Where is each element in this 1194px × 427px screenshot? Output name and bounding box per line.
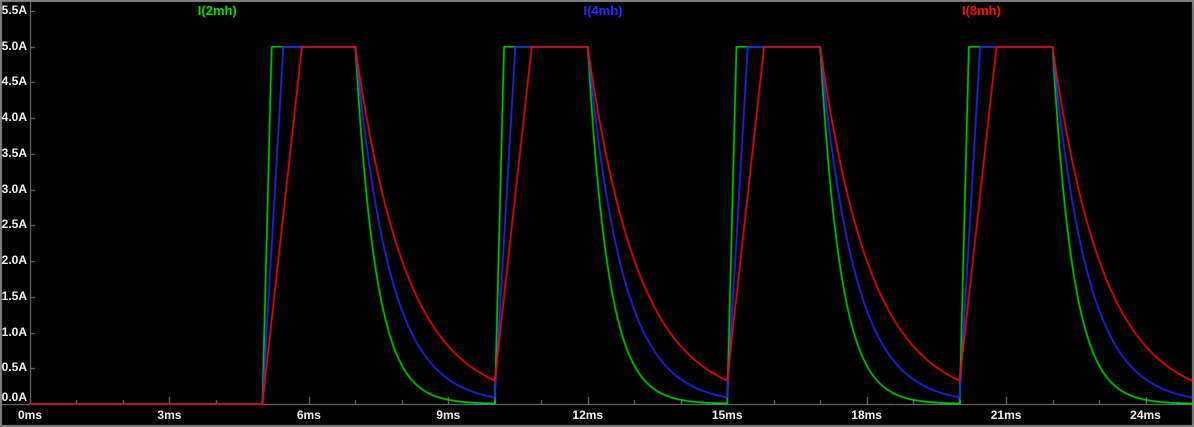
legend-item-i-4mh[interactable]: I(4mh) [583, 3, 623, 18]
legend-item-i-2mh[interactable]: I(2mh) [197, 3, 237, 18]
y-tick-label: 4.5A [1, 74, 27, 89]
legend-item-i-8mh[interactable]: I(8mh) [961, 3, 1001, 18]
x-tick-label: 21ms [990, 408, 1022, 422]
y-tick-label: 4.0A [1, 110, 27, 125]
y-tick-label: 1.5A [1, 288, 27, 303]
y-tick-label: 2.5A [1, 217, 27, 232]
x-tick-label: 3ms [157, 408, 182, 422]
x-tick-label: 24ms [1130, 408, 1161, 422]
x-tick-label: 9ms [436, 408, 461, 422]
y-tick-label: 0.0A [1, 390, 27, 404]
y-tick-label: 5.5A [1, 3, 27, 17]
x-tick-label: 0ms [17, 408, 43, 422]
y-tick-label: 5.0A [1, 38, 27, 53]
x-tick-label: 6ms [296, 408, 321, 422]
x-tick-label: 12ms [572, 408, 604, 422]
y-tick-label: 3.0A [1, 181, 27, 196]
x-tick-label: 18ms [851, 408, 882, 422]
y-tick-label: 2.0A [1, 253, 27, 268]
x-tick-label: 15ms [711, 408, 743, 422]
y-tick-label: 1.0A [1, 324, 27, 339]
y-tick-label: 3.5A [1, 145, 27, 160]
y-tick-label: 0.5A [1, 360, 27, 375]
